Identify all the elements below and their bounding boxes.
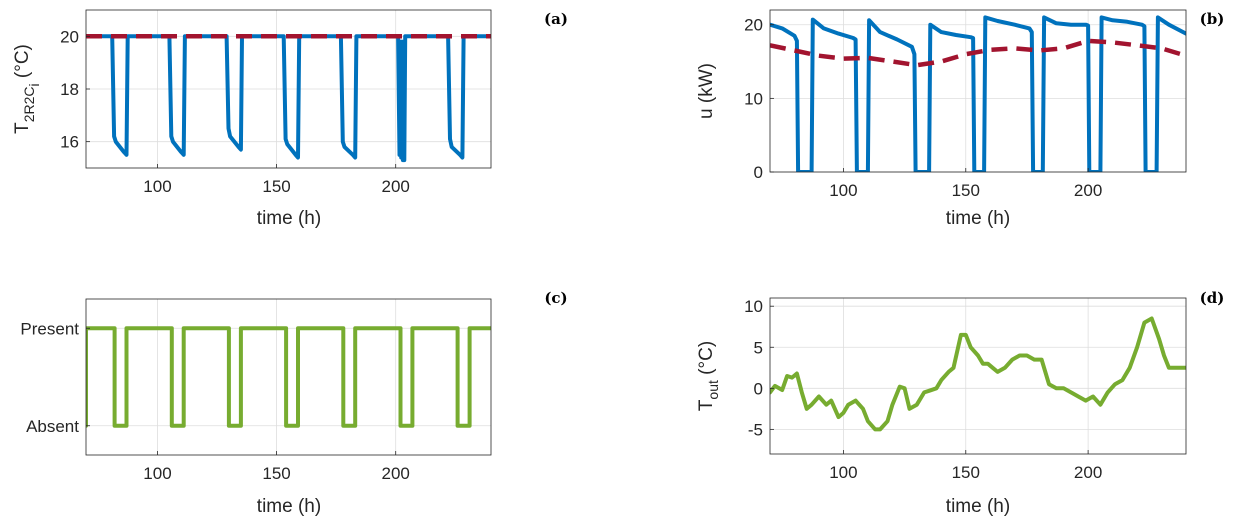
y-axis-label: u (kW) bbox=[696, 63, 717, 119]
y-tick-label: 20 bbox=[60, 27, 79, 46]
series-line-d-0 bbox=[770, 316, 1186, 432]
series-line-b-0 bbox=[770, 15, 1186, 172]
x-axis-label: time (h) bbox=[946, 496, 1010, 517]
y-tick-label: 20 bbox=[744, 16, 763, 35]
y-tick-label: Present bbox=[20, 319, 79, 338]
panel-label: (a) bbox=[544, 10, 568, 28]
x-tick-label: 100 bbox=[829, 463, 857, 482]
panel-c: 100 150 200 Absent Present time (h) (c) bbox=[20, 289, 567, 517]
panel-label: (d) bbox=[1200, 289, 1225, 307]
y-axis-label-subscript: 2R2C bbox=[21, 86, 37, 122]
y-tick-label: 5 bbox=[754, 338, 763, 357]
x-tick-label: 150 bbox=[952, 463, 980, 482]
y-axis-label-main: T bbox=[696, 399, 717, 411]
y-axis-label-subscript-2: i bbox=[26, 83, 42, 86]
x-tick-label: 150 bbox=[262, 464, 290, 483]
y-tick-label: 0 bbox=[754, 379, 763, 398]
panel-label: (c) bbox=[544, 289, 567, 307]
axes-box bbox=[769, 9, 1187, 173]
y-tick-label: Absent bbox=[26, 417, 79, 436]
y-tick-label: 10 bbox=[744, 89, 763, 108]
axes-box bbox=[769, 297, 1187, 455]
x-tick-label: 100 bbox=[143, 464, 171, 483]
x-tick-label: 200 bbox=[382, 177, 410, 196]
y-axis-label-main: u (kW) bbox=[696, 63, 717, 119]
x-tick-label: 200 bbox=[382, 464, 410, 483]
panel-a: 100 150 200 16 18 20 time (h) T2R2Ci (°C) (a) bbox=[12, 9, 568, 229]
x-tick-label: 100 bbox=[143, 177, 171, 196]
x-axis-label: time (h) bbox=[946, 208, 1010, 229]
y-axis-label-unit: (°C) bbox=[696, 341, 717, 380]
y-axis-label: Tout (°C) bbox=[696, 341, 721, 411]
x-tick-label: 150 bbox=[952, 181, 980, 200]
y-axis-label: T2R2Ci (°C) bbox=[12, 44, 42, 134]
y-axis-label-main: T bbox=[12, 122, 33, 134]
panel-label: (b) bbox=[1200, 10, 1225, 28]
x-tick-label: 100 bbox=[829, 181, 857, 200]
panel-d: 100 150 200 -5 0 5 10 time (h) Tout (°C) (d) bbox=[696, 289, 1224, 517]
y-tick-label: 0 bbox=[754, 163, 763, 182]
series-line-c-0 bbox=[86, 326, 491, 428]
y-tick-label: 18 bbox=[60, 80, 79, 99]
x-axis-label: time (h) bbox=[257, 208, 321, 229]
axes-box bbox=[85, 298, 492, 456]
x-axis-label: time (h) bbox=[257, 496, 321, 517]
panel-b: 100 150 200 0 10 20 time (h) u (kW) (b) bbox=[696, 9, 1225, 229]
y-tick-label: 10 bbox=[744, 297, 763, 316]
y-tick-label: 16 bbox=[60, 133, 79, 152]
y-tick-label: -5 bbox=[748, 420, 763, 439]
x-tick-label: 150 bbox=[262, 177, 290, 196]
series-line-a-0 bbox=[86, 34, 491, 163]
x-tick-label: 200 bbox=[1074, 181, 1102, 200]
y-axis-label-subscript: out bbox=[705, 380, 721, 400]
x-tick-label: 200 bbox=[1074, 463, 1102, 482]
series-line-b-1 bbox=[770, 38, 1186, 68]
y-axis-label-unit: (°C) bbox=[12, 44, 33, 83]
